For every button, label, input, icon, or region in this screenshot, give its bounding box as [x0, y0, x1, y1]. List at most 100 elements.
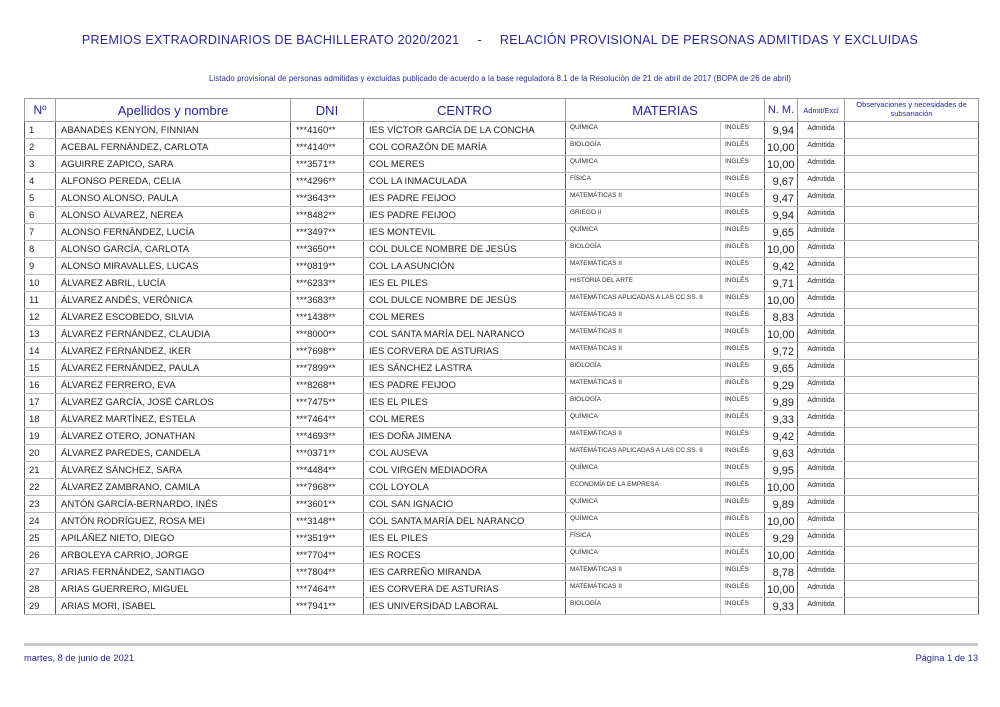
cell-dni: ***3519** — [290, 529, 364, 547]
table-row: 15 ÁLVAREZ FERNÁNDEZ, PAULA ***7899** IE… — [24, 359, 979, 377]
cell-estado: Admitida — [797, 172, 845, 190]
cell-idioma: INGLÉS — [720, 546, 765, 564]
cell-idioma: INGLÉS — [720, 121, 765, 139]
cell-materia: FÍSICA — [565, 529, 721, 547]
cell-nota: 9,89 — [764, 495, 798, 513]
col-header-centro: CENTRO — [363, 98, 566, 122]
cell-name: ÁLVAREZ FERNÁNDEZ, PAULA — [55, 359, 291, 377]
cell-nota: 9,65 — [764, 359, 798, 377]
cell-idioma: INGLÉS — [720, 223, 765, 241]
cell-estado: Admitida — [797, 529, 845, 547]
cell-name: ÁLVAREZ FERRERO, EVA — [55, 376, 291, 394]
table-row: 29 ARIAS MORI, ISABEL ***7941** IES UNIV… — [24, 597, 979, 615]
cell-centro: COL SAN IGNACIO — [363, 495, 566, 513]
cell-nota: 10,00 — [764, 546, 798, 564]
cell-nota: 9,71 — [764, 274, 798, 292]
cell-estado: Admitida — [797, 257, 845, 275]
cell-observaciones — [844, 529, 979, 547]
cell-observaciones — [844, 427, 979, 445]
cell-dni: ***0819** — [290, 257, 364, 275]
cell-materia: ECONOMÍA DE LA EMPRESA — [565, 478, 721, 496]
cell-num: 22 — [24, 478, 56, 496]
cell-name: AGUIRRE ZAPICO, SARA — [55, 155, 291, 173]
cell-name: ALONSO ÁLVAREZ, NEREA — [55, 206, 291, 224]
cell-materia: BIOLOGÍA — [565, 240, 721, 258]
title-separator: - — [477, 33, 482, 47]
cell-idioma: INGLÉS — [720, 240, 765, 258]
cell-dni: ***1438** — [290, 308, 364, 326]
cell-num: 29 — [24, 597, 56, 615]
table-row: 13 ÁLVAREZ FERNÁNDEZ, CLAUDIA ***8000** … — [24, 325, 979, 343]
cell-nota: 10,00 — [764, 512, 798, 530]
cell-dni: ***3148** — [290, 512, 364, 530]
cell-centro: COL LA ASUNCIÓN — [363, 257, 566, 275]
cell-num: 5 — [24, 189, 56, 207]
cell-idioma: INGLÉS — [720, 512, 765, 530]
cell-idioma: INGLÉS — [720, 444, 765, 462]
cell-name: ÁLVAREZ ABRIL, LUCÍA — [55, 274, 291, 292]
cell-dni: ***7704** — [290, 546, 364, 564]
cell-centro: COL DULCE NOMBRE DE JESÚS — [363, 240, 566, 258]
cell-nota: 9,63 — [764, 444, 798, 462]
cell-dni: ***4693** — [290, 427, 364, 445]
cell-centro: COL CORAZÓN DE MARÍA — [363, 138, 566, 156]
cell-materia: MATEMÁTICAS II — [565, 325, 721, 343]
cell-observaciones — [844, 189, 979, 207]
cell-estado: Admitida — [797, 121, 845, 139]
cell-observaciones — [844, 121, 979, 139]
cell-idioma: INGLÉS — [720, 597, 765, 615]
table-row: 19 ÁLVAREZ OTERO, JONATHAN ***4693** IES… — [24, 427, 979, 445]
cell-num: 23 — [24, 495, 56, 513]
cell-dni: ***3571** — [290, 155, 364, 173]
cell-nota: 10,00 — [764, 478, 798, 496]
table-row: 23 ANTÓN GARCÍA-BERNARDO, INÉS ***3601**… — [24, 495, 979, 513]
table-row: 18 ÁLVAREZ MARTÍNEZ, ESTELA ***7464** CO… — [24, 410, 979, 428]
cell-observaciones — [844, 138, 979, 156]
cell-centro: IES UNIVERSIDAD LABORAL — [363, 597, 566, 615]
cell-nota: 9,47 — [764, 189, 798, 207]
cell-nota: 9,94 — [764, 121, 798, 139]
cell-centro: IES MONTEVIL — [363, 223, 566, 241]
cell-nota: 9,29 — [764, 529, 798, 547]
table-row: 16 ÁLVAREZ FERRERO, EVA ***8268** IES PA… — [24, 376, 979, 394]
cell-nota: 9,67 — [764, 172, 798, 190]
cell-centro: IES CORVERA DE ASTURIAS — [363, 580, 566, 598]
cell-idioma: INGLÉS — [720, 172, 765, 190]
cell-name: ÁLVAREZ FERNÁNDEZ, IKER — [55, 342, 291, 360]
col-header-observaciones: Observaciones y necesidades de subsanaci… — [844, 98, 979, 122]
cell-dni: ***4484** — [290, 461, 364, 479]
table-row: 26 ARBOLEYA CARRIO, JORGE ***7704** IES … — [24, 546, 979, 564]
cell-materia: QUÍMICA — [565, 223, 721, 241]
cell-idioma: INGLÉS — [720, 325, 765, 343]
table-row: 6 ALONSO ÁLVAREZ, NEREA ***8482** IES PA… — [24, 206, 979, 224]
cell-num: 17 — [24, 393, 56, 411]
cell-estado: Admitida — [797, 359, 845, 377]
cell-dni: ***7698** — [290, 342, 364, 360]
cell-estado: Admitida — [797, 461, 845, 479]
cell-nota: 9,29 — [764, 376, 798, 394]
cell-nota: 8,83 — [764, 308, 798, 326]
cell-materia: MATEMÁTICAS II — [565, 342, 721, 360]
cell-centro: IES CORVERA DE ASTURIAS — [363, 342, 566, 360]
cell-materia: MATEMÁTICAS II — [565, 376, 721, 394]
cell-dni: ***6233** — [290, 274, 364, 292]
cell-num: 16 — [24, 376, 56, 394]
cell-idioma: INGLÉS — [720, 410, 765, 428]
cell-observaciones — [844, 257, 979, 275]
cell-nota: 9,94 — [764, 206, 798, 224]
cell-dni: ***8268** — [290, 376, 364, 394]
cell-observaciones — [844, 597, 979, 615]
cell-num: 21 — [24, 461, 56, 479]
cell-materia: MATEMÁTICAS II — [565, 427, 721, 445]
cell-centro: IES DOÑA JIMENA — [363, 427, 566, 445]
cell-name: ÁLVAREZ ANDÉS, VERÓNICA — [55, 291, 291, 309]
cell-estado: Admitida — [797, 240, 845, 258]
cell-idioma: INGLÉS — [720, 427, 765, 445]
cell-centro: COL AUSEVA — [363, 444, 566, 462]
cell-estado: Admitida — [797, 155, 845, 173]
cell-num: 28 — [24, 580, 56, 598]
table-row: 10 ÁLVAREZ ABRIL, LUCÍA ***6233** IES EL… — [24, 274, 979, 292]
cell-name: ABANADES KENYON, FINNIAN — [55, 121, 291, 139]
cell-num: 24 — [24, 512, 56, 530]
table-row: 4 ALFONSO PEREDA, CELIA ***4296** COL LA… — [24, 172, 979, 190]
